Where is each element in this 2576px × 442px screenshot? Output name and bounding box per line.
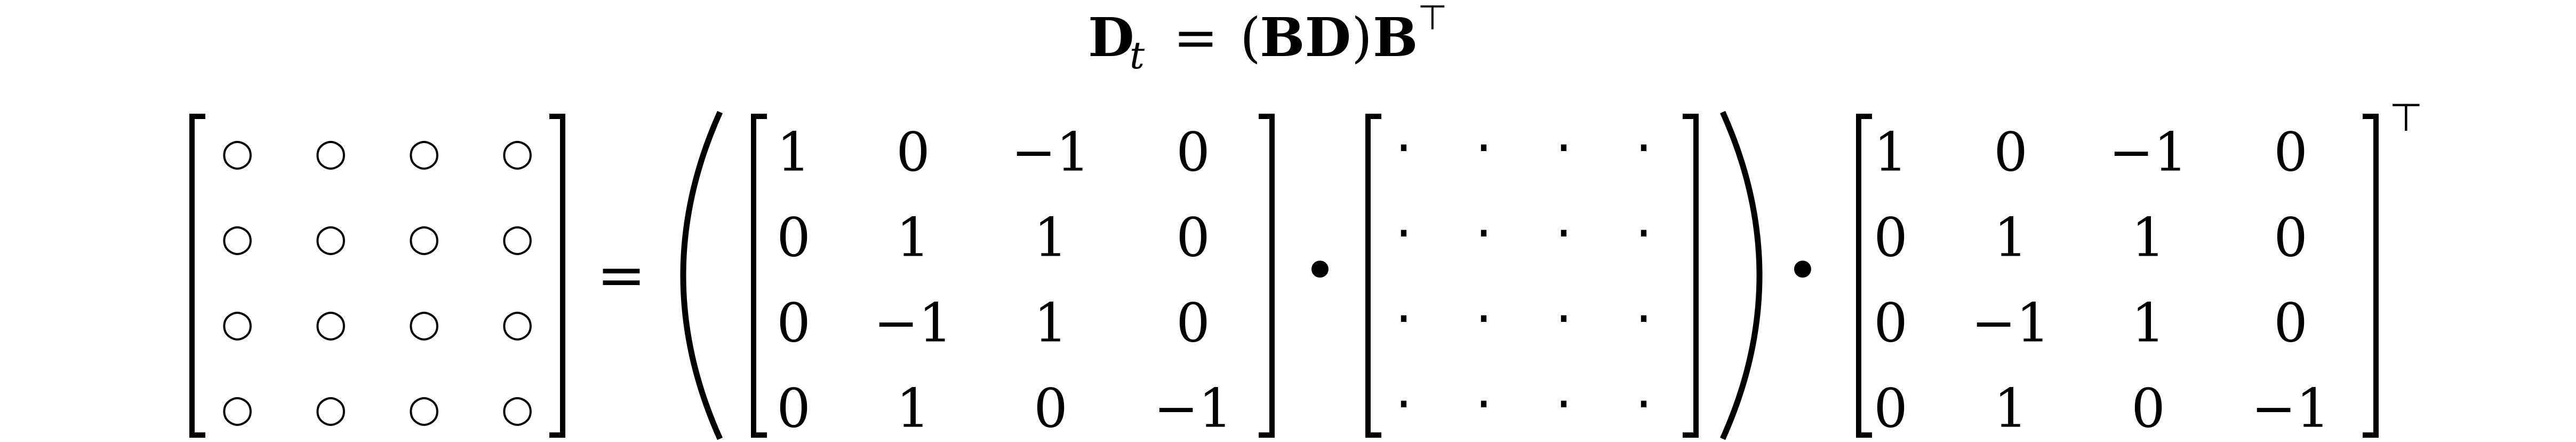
title-equals: =	[1173, 6, 1218, 69]
title-rhs-symbol: B	[1373, 6, 1418, 69]
equals-sign: =	[597, 241, 646, 309]
result-cell-r2-c2: ○	[314, 216, 347, 259]
D-cell-r4-c1: ·	[1395, 373, 1412, 436]
B-cell-r2-c4: 0	[1176, 207, 1210, 269]
BT-cell-r3-c1: 0	[1874, 292, 1908, 354]
BT-right-bracket	[2363, 114, 2379, 438]
B-left-bracket	[751, 114, 767, 438]
result-cell-r1-c4: ○	[501, 130, 533, 174]
BT-cell-r1-c3: −1	[2109, 121, 2187, 184]
result-cell-r3-c1: ○	[221, 301, 253, 345]
BT-cell-r2-c1: 0	[1874, 207, 1908, 269]
BT-cell-r2-c2: 1	[1994, 207, 2028, 269]
D-cell-r4-c3: ·	[1555, 373, 1572, 436]
result-matrix-brackets	[189, 114, 565, 438]
large-open-paren	[680, 111, 723, 440]
D-cell-r2-c2: ·	[1475, 202, 1492, 265]
D-right-bracket	[1683, 114, 1699, 438]
D-cell-r3-c4: ·	[1635, 288, 1652, 350]
B-cell-r1-c4: 0	[1176, 121, 1210, 184]
B-matrix: 1 0 −1 0 0 1 1 0 0 −1 1 0 0 1 0 −1	[777, 121, 1233, 440]
result-cell-r1-c3: ○	[407, 130, 440, 174]
D-cell-r1-c1: ·	[1395, 117, 1412, 179]
D-cell-r1-c2: ·	[1475, 117, 1492, 179]
BT-cell-r2-c4: 0	[2274, 207, 2308, 269]
D-cell-r2-c1: ·	[1395, 202, 1412, 265]
result-cell-r4-c3: ○	[407, 386, 440, 430]
D-cell-r2-c3: ·	[1555, 202, 1572, 265]
BT-cell-r1-c1: 1	[1874, 121, 1908, 184]
B-cell-r4-c2: 1	[896, 377, 930, 440]
result-cell-r1-c2: ○	[314, 130, 347, 174]
result-cell-r2-c4: ○	[501, 216, 533, 259]
title-open-paren: (	[1240, 6, 1261, 69]
title-lhs-symbol: D	[1088, 6, 1134, 69]
BT-cell-r4-c4: −1	[2251, 377, 2330, 440]
B-matrix-brackets	[751, 114, 1275, 438]
result-cell-r1-c1: ○	[221, 130, 253, 174]
product-operator-1: •	[1303, 236, 1338, 305]
D-cell-r3-c1: ·	[1395, 288, 1412, 350]
BT-cell-r3-c4: 0	[2274, 292, 2308, 354]
product-operator-2: •	[1786, 236, 1820, 305]
title-formula: D t = ( BD ) B ⊤	[1088, 0, 1447, 77]
BT-cell-r4-c1: 0	[1874, 377, 1908, 440]
title-lhs-subscript: t	[1130, 34, 1145, 77]
BT-cell-r1-c2: 0	[1994, 121, 2028, 184]
D-left-bracket	[1365, 114, 1381, 438]
BT-cell-r2-c3: 1	[2131, 207, 2165, 269]
D-cell-r1-c3: ·	[1555, 117, 1572, 179]
BT-cell-r4-c2: 1	[1994, 377, 2028, 440]
B-cell-r2-c1: 0	[777, 207, 811, 269]
B-right-bracket	[1259, 114, 1275, 438]
BT-left-bracket	[1856, 114, 1872, 438]
result-cell-r2-c1: ○	[221, 216, 253, 259]
BT-cell-r3-c2: −1	[1971, 292, 2050, 354]
D-cell-r3-c3: ·	[1555, 288, 1572, 350]
result-left-bracket	[189, 114, 205, 438]
result-cell-r3-c4: ○	[501, 301, 533, 345]
BT-cell-r1-c4: 0	[2274, 121, 2308, 184]
B-cell-r1-c2: 0	[896, 121, 930, 184]
B-cell-r4-c1: 0	[777, 377, 811, 440]
D-matrix-brackets	[1365, 114, 1699, 438]
B-cell-r4-c3: 0	[1034, 377, 1068, 440]
BT-matrix-brackets	[1856, 114, 2379, 438]
D-matrix: · · · · · · · · · · · · · · · ·	[1395, 117, 1652, 436]
result-cell-r4-c1: ○	[221, 386, 253, 430]
B-cell-r1-c3: −1	[1011, 121, 1090, 184]
B-cell-r3-c3: 1	[1034, 292, 1068, 354]
D-cell-r4-c2: ·	[1475, 373, 1492, 436]
D-cell-r2-c4: ·	[1635, 202, 1652, 265]
BT-matrix: 1 0 −1 0 0 1 1 0 0 −1 1 0 0 1 0 −1	[1874, 121, 2330, 440]
large-close-paren	[1719, 111, 1763, 440]
BT-cell-r3-c3: 1	[2131, 292, 2165, 354]
result-cell-r2-c3: ○	[407, 216, 440, 259]
result-cell-r4-c4: ○	[501, 386, 533, 430]
result-matrix: ○ ○ ○ ○ ○ ○ ○ ○ ○ ○ ○ ○ ○ ○ ○ ○	[221, 130, 533, 430]
title-transpose-mark: ⊤	[1418, 0, 1447, 38]
result-right-bracket	[549, 114, 565, 438]
result-cell-r3-c3: ○	[407, 301, 440, 345]
result-cell-r3-c2: ○	[314, 301, 347, 345]
B-cell-r3-c4: 0	[1176, 292, 1210, 354]
transpose-superscript: ⊤	[2389, 95, 2423, 140]
title-close-paren: )	[1351, 6, 1372, 69]
BT-cell-r4-c3: 0	[2131, 377, 2165, 440]
B-cell-r1-c1: 1	[777, 121, 811, 184]
title-inner-product: BD	[1260, 6, 1351, 69]
B-cell-r3-c2: −1	[874, 292, 952, 354]
D-cell-r4-c4: ·	[1635, 373, 1652, 436]
result-cell-r4-c2: ○	[314, 386, 347, 430]
B-cell-r4-c4: −1	[1154, 377, 1232, 440]
B-cell-r3-c1: 0	[777, 292, 811, 354]
D-cell-r3-c2: ·	[1475, 288, 1492, 350]
D-cell-r1-c4: ·	[1635, 117, 1652, 179]
B-cell-r2-c2: 1	[896, 207, 930, 269]
B-cell-r2-c3: 1	[1034, 207, 1068, 269]
